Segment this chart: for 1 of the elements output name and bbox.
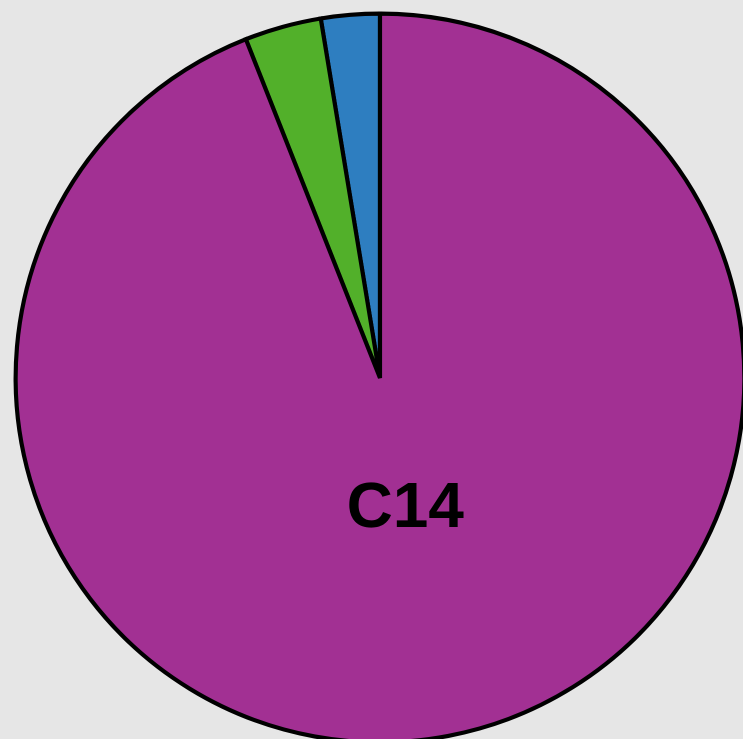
slice-label: C14 <box>349 482 464 528</box>
